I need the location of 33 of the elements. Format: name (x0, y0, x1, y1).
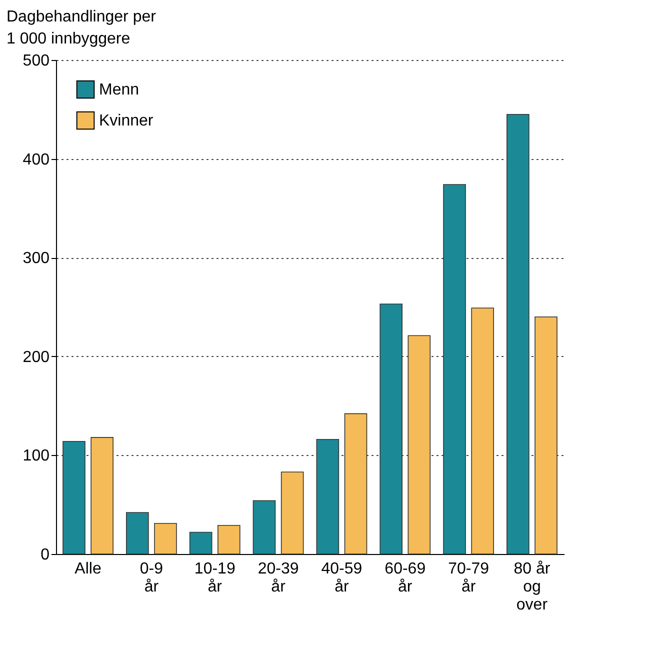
x-tick-label: 60-69 år (384, 560, 426, 596)
bar (408, 335, 431, 554)
y-tick-label: 400 (22, 151, 50, 168)
legend-label: Menn (99, 82, 140, 98)
x-tick-label: 80 år og over (514, 560, 551, 614)
y-axis-title: Dagbehandlinger per 1 000 innbyggere (6, 8, 157, 48)
x-tick-label: 10-19 år (194, 560, 236, 596)
bar (252, 500, 276, 554)
x-tick-label: 40-59 år (321, 560, 362, 596)
bar (344, 413, 368, 554)
bar (126, 512, 149, 554)
bar (471, 308, 494, 554)
x-tick-label: Alle (74, 560, 102, 578)
bar (280, 472, 304, 554)
bar (380, 304, 402, 554)
y-tick-label: 500 (22, 52, 50, 70)
bar (443, 184, 466, 554)
bar (218, 524, 240, 554)
x-tick-label: 20-39 år (258, 560, 299, 596)
bar (90, 437, 114, 554)
legend-label: Kvinner (99, 112, 154, 130)
bar (534, 316, 558, 554)
y-tick-label: 300 (22, 250, 50, 268)
bar (154, 522, 177, 554)
y-tick-label: 0 (40, 546, 50, 564)
bar (189, 532, 212, 554)
y-tick-label: 100 (22, 448, 50, 465)
bar (316, 438, 340, 554)
bar (62, 440, 86, 554)
x-tick-label: 0-9 år (140, 560, 164, 596)
x-tick-label: 70-79 år (448, 560, 490, 596)
y-tick-label: 200 (22, 348, 50, 366)
bar (506, 114, 530, 554)
